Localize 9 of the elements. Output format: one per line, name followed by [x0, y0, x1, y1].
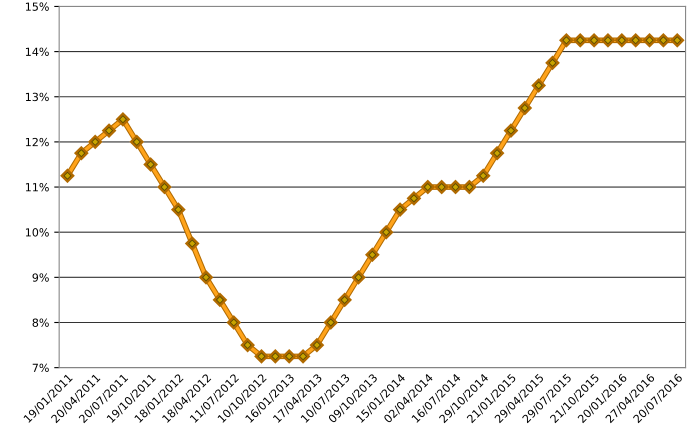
y-tick-label: 7%: [32, 364, 49, 372]
y-tick-label: 13%: [26, 92, 49, 102]
y-tick-label: 10%: [26, 228, 49, 237]
y-tick-label: 14%: [26, 48, 49, 56]
y-tick-label: 9%: [32, 273, 49, 282]
y-tick-label: 12%: [26, 138, 49, 146]
y-tick-label: 8%: [32, 318, 49, 327]
y-tick-label: 11%: [26, 183, 49, 192]
y-tick-label: 15%: [26, 2, 49, 11]
